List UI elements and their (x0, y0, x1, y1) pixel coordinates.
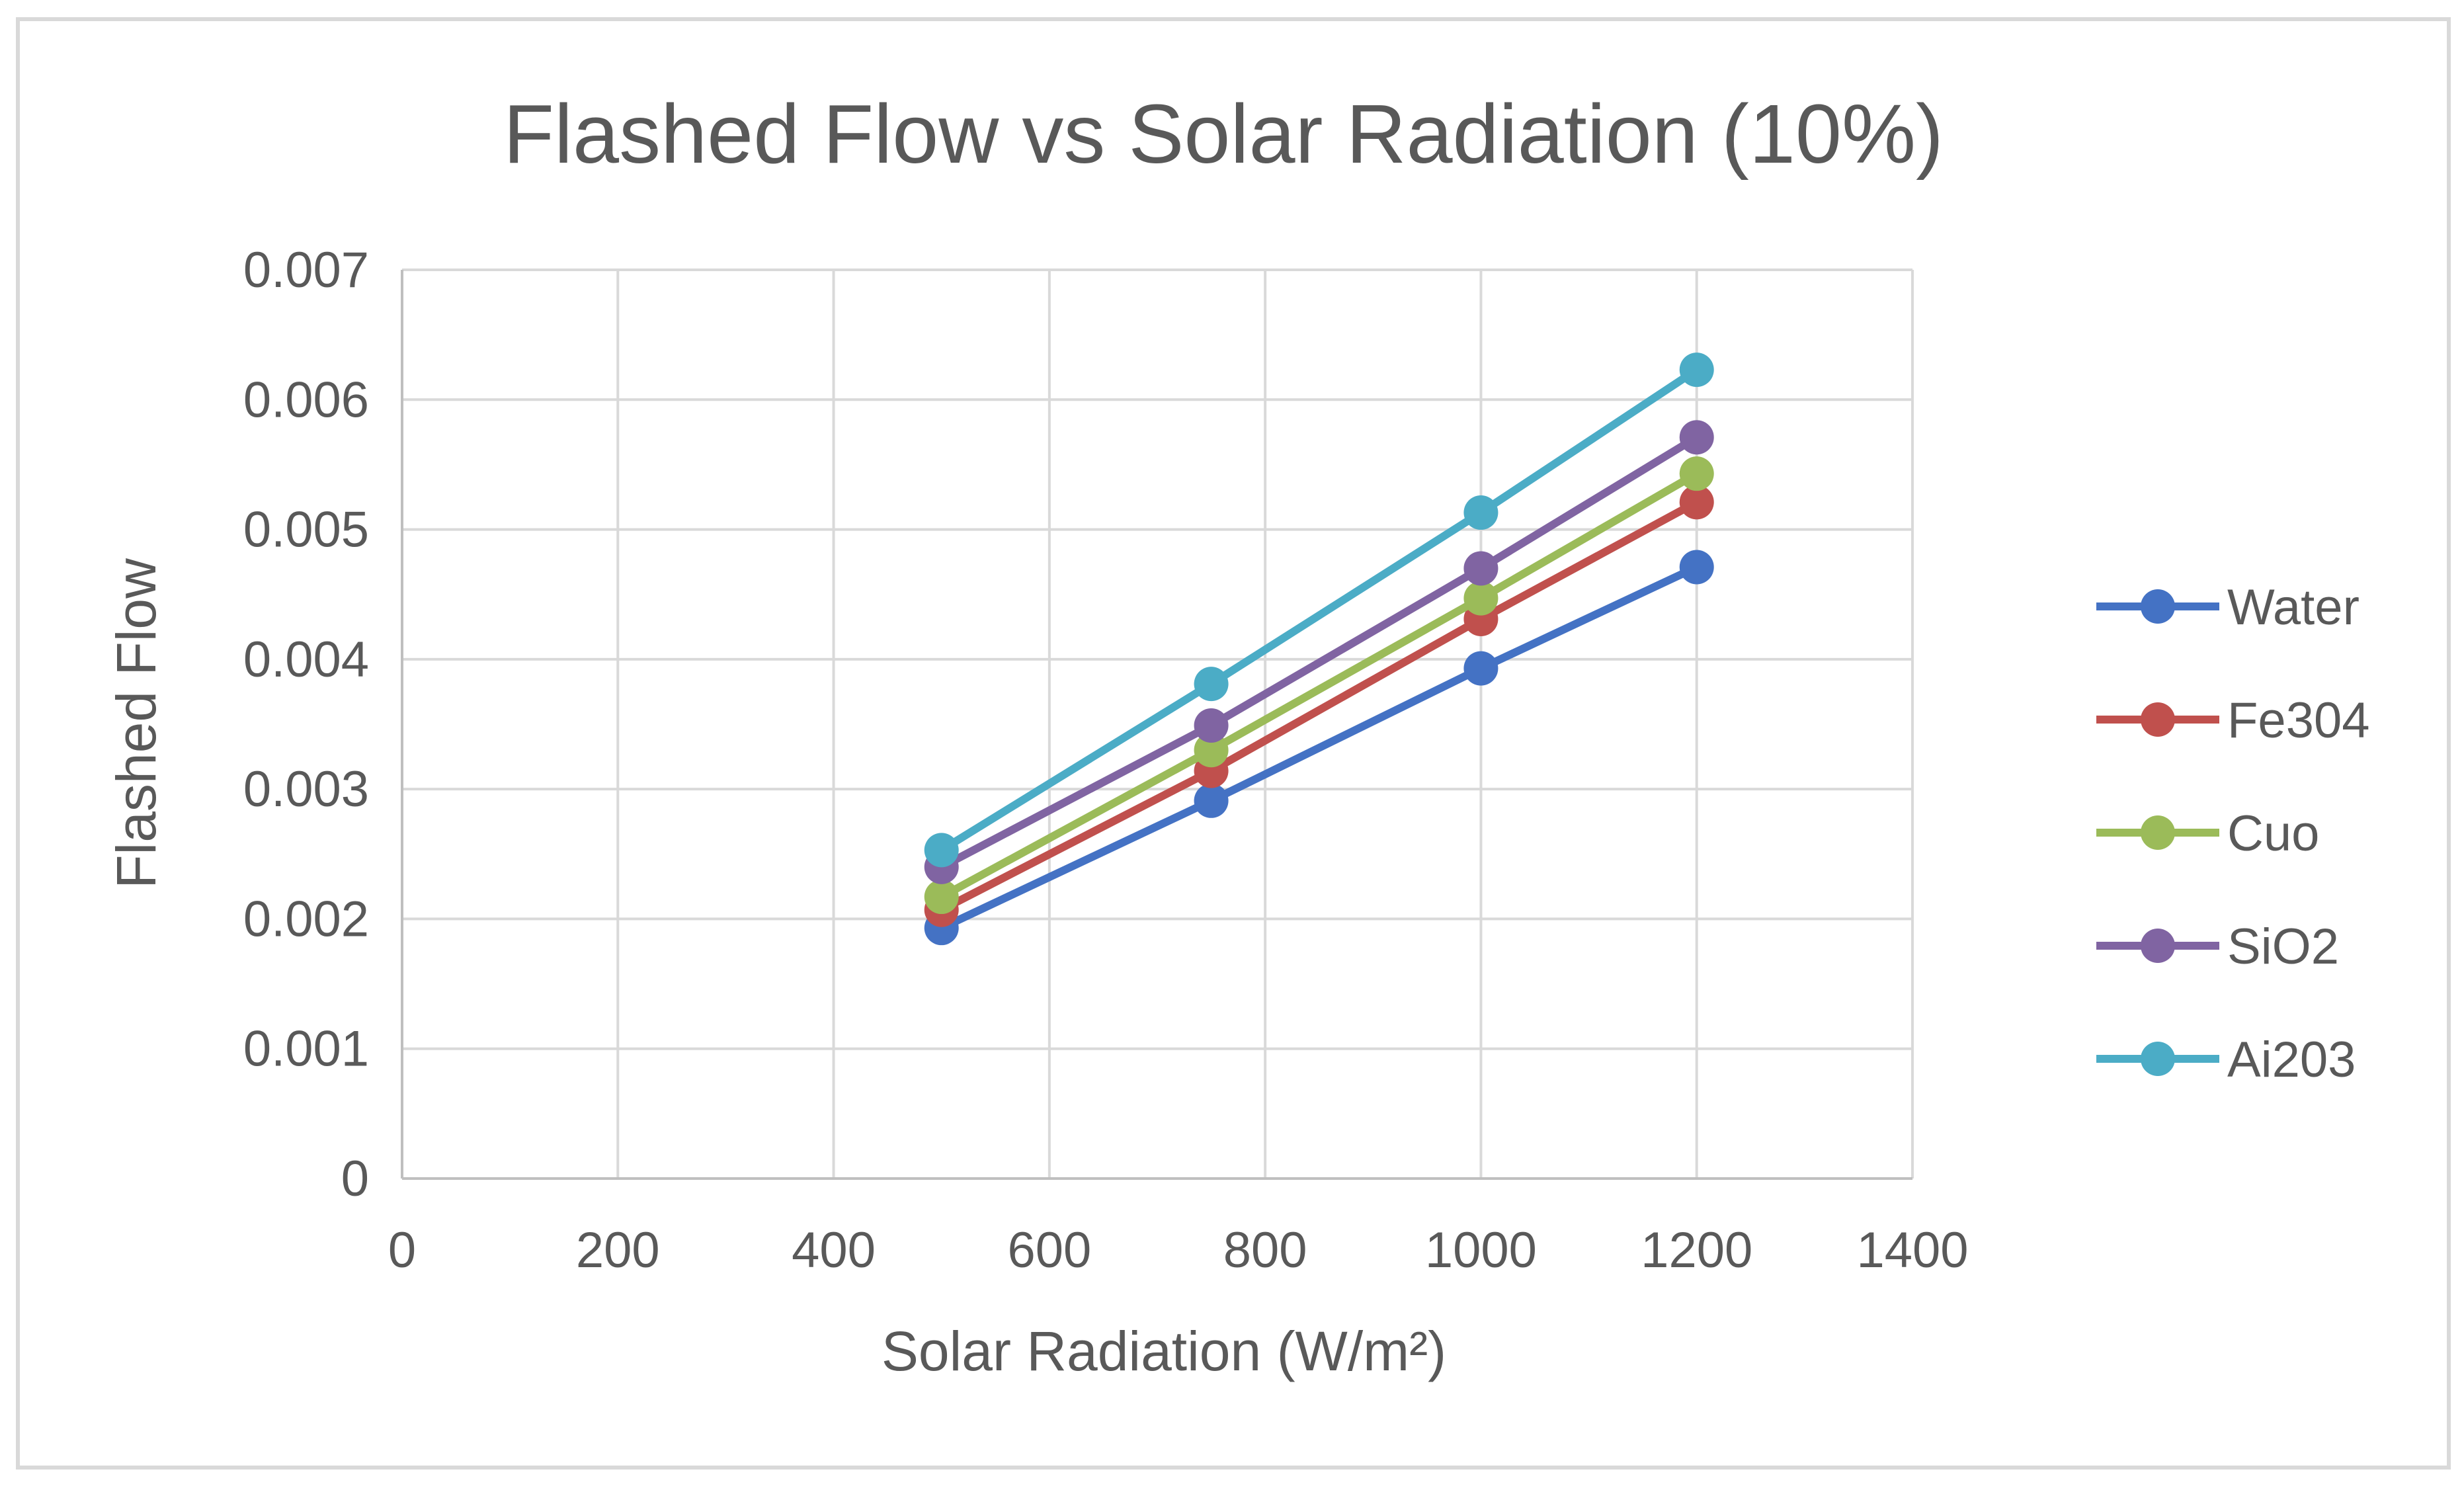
legend-item-fe304: Fe304 (2096, 692, 2370, 749)
series-line-water (937, 563, 1701, 933)
legend-label: Fe304 (2227, 692, 2370, 749)
chart-frame: Flashed Flow vs Solar Radiation (10%) 0 2… (16, 17, 2451, 1470)
data-point-water (1194, 783, 1229, 818)
data-point-cuo (1194, 733, 1229, 768)
y-axis-label: Flashed Flow (105, 558, 167, 889)
x-tick-label: 1400 (1856, 1222, 1968, 1278)
data-point-ai203 (924, 833, 959, 868)
chart-canvas: Flashed Flow vs Solar Radiation (10%) 0 2… (105, 87, 2370, 1382)
y-tick-label: 0.007 (243, 242, 369, 298)
x-tick-label: 1000 (1425, 1222, 1537, 1278)
data-point-ai203 (1194, 667, 1229, 702)
x-tick-label: 200 (576, 1222, 660, 1278)
grid-layer (402, 269, 1914, 1179)
y-tick-label: 0 (341, 1151, 369, 1207)
data-point-cuo (1463, 581, 1499, 616)
y-tick-label: 0.003 (243, 761, 369, 817)
legend-swatch-marker (2141, 702, 2175, 737)
legend: Water Fe304 Cuo SiO2 Ai203 (2096, 579, 2370, 1088)
legend-swatch-marker (2141, 589, 2175, 624)
legend-item-sio2: SiO2 (2096, 919, 2339, 975)
data-point-sio2 (1679, 420, 1714, 455)
x-tick-label: 600 (1007, 1222, 1091, 1278)
y-tick-label: 0.005 (243, 502, 369, 558)
x-axis-label: Solar Radiation (W/m²) (882, 1320, 1446, 1382)
legend-item-water: Water (2096, 579, 2360, 636)
tick-labels: 0 200 400 600 800 1000 1200 1400 0 0.001 0.002 0.00… (243, 242, 1969, 1278)
data-point-sio2 (1194, 708, 1229, 743)
series-line-ai203 (937, 366, 1701, 854)
x-tick-label: 400 (792, 1222, 876, 1278)
y-tick-label: 0.002 (243, 891, 369, 947)
series-layer (924, 353, 1714, 946)
legend-swatch-marker (2141, 1042, 2175, 1076)
x-tick-label: 800 (1223, 1222, 1307, 1278)
legend-label: Cuo (2227, 806, 2319, 862)
axis-layer (401, 270, 1912, 1180)
series-line-cuo (937, 470, 1701, 901)
y-tick-label: 0.004 (243, 632, 369, 688)
y-tick-label: 0.006 (243, 372, 369, 428)
data-point-sio2 (1463, 551, 1499, 586)
legend-swatch-marker (2141, 929, 2175, 963)
legend-item-cuo: Cuo (2096, 806, 2319, 862)
chart-title: Flashed Flow vs Solar Radiation (10%) (503, 87, 1944, 181)
data-point-fe304 (1679, 485, 1714, 520)
data-point-ai203 (1463, 495, 1499, 530)
x-tick-label: 0 (388, 1222, 416, 1278)
series-line-fe304 (937, 498, 1701, 914)
data-point-water (1679, 550, 1714, 585)
data-point-cuo (924, 880, 959, 915)
data-point-water (1463, 651, 1499, 686)
series-line-sio2 (937, 433, 1701, 871)
legend-item-ai203: Ai203 (2096, 1032, 2356, 1088)
x-tick-label: 1200 (1641, 1222, 1752, 1278)
legend-label: Ai203 (2227, 1032, 2356, 1088)
legend-swatch-marker (2141, 815, 2175, 850)
legend-label: Water (2227, 579, 2360, 636)
data-point-cuo (1679, 456, 1714, 491)
legend-label: SiO2 (2227, 919, 2339, 975)
y-tick-label: 0.001 (243, 1021, 369, 1077)
data-point-ai203 (1679, 353, 1714, 388)
